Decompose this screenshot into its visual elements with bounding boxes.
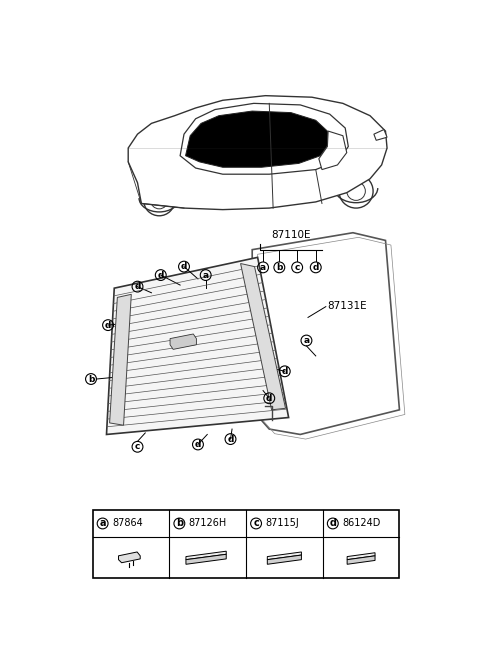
Polygon shape [347, 553, 375, 560]
Text: c: c [135, 442, 140, 451]
Polygon shape [119, 552, 140, 563]
Text: 87110E: 87110E [271, 230, 311, 240]
Polygon shape [107, 257, 288, 434]
Text: 87864: 87864 [112, 518, 143, 529]
Polygon shape [347, 556, 375, 564]
Polygon shape [186, 111, 328, 167]
Text: 86124D: 86124D [342, 518, 381, 529]
Text: d: d [266, 394, 273, 403]
Text: 87131E: 87131E [327, 301, 367, 311]
Polygon shape [267, 555, 301, 564]
Text: d: d [282, 367, 288, 376]
Text: d: d [105, 321, 111, 329]
Polygon shape [186, 554, 226, 564]
Text: a: a [303, 336, 310, 345]
Text: d: d [181, 262, 187, 271]
Polygon shape [128, 96, 387, 210]
Text: d: d [134, 282, 141, 291]
Text: a: a [99, 518, 106, 529]
Text: a: a [203, 270, 209, 279]
Text: d: d [228, 434, 234, 443]
Text: b: b [88, 375, 94, 384]
Polygon shape [374, 129, 387, 140]
Text: 87126H: 87126H [189, 518, 227, 529]
Text: b: b [176, 518, 183, 529]
Text: c: c [253, 518, 259, 529]
Polygon shape [252, 233, 399, 434]
Polygon shape [240, 264, 286, 410]
Text: 87115J: 87115J [265, 518, 299, 529]
Polygon shape [319, 131, 347, 170]
Text: d: d [329, 518, 336, 529]
Polygon shape [180, 104, 348, 174]
Text: a: a [260, 263, 266, 272]
Polygon shape [170, 334, 196, 350]
Text: b: b [276, 263, 283, 272]
Text: c: c [294, 263, 300, 272]
Text: d: d [195, 440, 201, 449]
Polygon shape [267, 552, 301, 560]
Polygon shape [186, 551, 226, 560]
Text: d: d [312, 263, 319, 272]
Text: d: d [157, 270, 164, 279]
Polygon shape [109, 295, 132, 425]
